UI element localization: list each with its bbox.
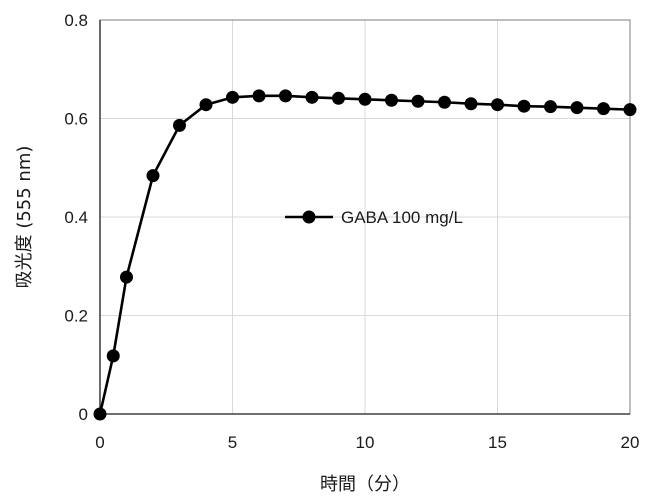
data-point bbox=[358, 92, 372, 106]
data-point bbox=[173, 118, 186, 132]
series-layer bbox=[93, 89, 637, 421]
data-point bbox=[226, 90, 239, 104]
x-tick-label: 20 bbox=[621, 433, 640, 452]
data-point bbox=[93, 407, 107, 421]
legend-marker bbox=[302, 210, 316, 224]
x-axis-label: 時間（分） bbox=[320, 474, 410, 495]
y-tick-label: 0.8 bbox=[64, 11, 88, 30]
y-tick-label: 0.4 bbox=[64, 208, 88, 227]
y-tick-label: 0.6 bbox=[64, 110, 88, 129]
y-axis-label: 吸光度 (555 nm) bbox=[14, 146, 35, 289]
data-point bbox=[438, 95, 451, 109]
data-point bbox=[411, 94, 425, 108]
x-tick-label: 0 bbox=[95, 433, 104, 452]
x-tick-label: 10 bbox=[356, 433, 375, 452]
data-point bbox=[106, 349, 120, 363]
y-tick-label: 0.2 bbox=[64, 307, 88, 326]
x-tick-label: 15 bbox=[488, 433, 507, 452]
data-point bbox=[597, 102, 610, 116]
series-line bbox=[98, 94, 631, 415]
data-point bbox=[464, 97, 478, 111]
data-point bbox=[623, 103, 637, 117]
x-tick-label: 5 bbox=[228, 433, 237, 452]
y-tick-label: 0 bbox=[79, 405, 88, 424]
legend: GABA 100 mg/L bbox=[285, 208, 463, 227]
legend-label: GABA 100 mg/L bbox=[341, 208, 463, 227]
data-point bbox=[544, 100, 557, 114]
data-point bbox=[279, 89, 292, 103]
data-point bbox=[517, 99, 531, 113]
y-tick-labels: 0 0.2 0.4 0.6 0.8 bbox=[64, 11, 88, 424]
data-point bbox=[146, 169, 160, 183]
data-point bbox=[385, 93, 398, 107]
data-point bbox=[491, 98, 504, 112]
data-point bbox=[570, 101, 584, 115]
data-point bbox=[199, 98, 213, 112]
data-point bbox=[305, 90, 319, 104]
data-point bbox=[120, 270, 133, 284]
data-point bbox=[252, 89, 266, 103]
x-tick-labels: 0 5 10 15 20 bbox=[95, 433, 639, 452]
data-point bbox=[332, 91, 345, 105]
